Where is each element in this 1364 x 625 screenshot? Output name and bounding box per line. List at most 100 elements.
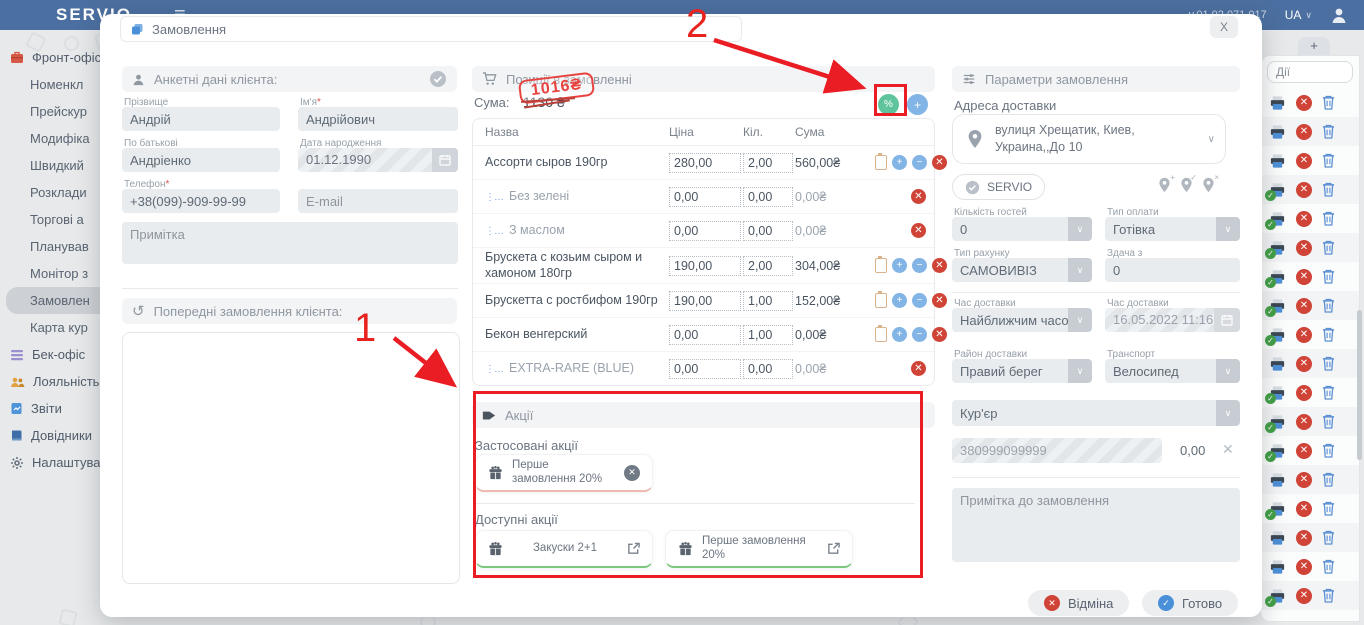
trash-icon[interactable]	[1322, 501, 1335, 516]
remove-row-button[interactable]: ✕	[932, 327, 947, 343]
print-button[interactable]: ✓	[1265, 327, 1286, 346]
edit-address-pin-icon[interactable]: ✓	[1180, 173, 1197, 198]
sidebar-item-monitor[interactable]: Монітор з	[30, 266, 89, 281]
qty-input[interactable]	[743, 358, 793, 379]
trash-icon[interactable]	[1322, 588, 1335, 603]
increase-qty-button[interactable]: +	[892, 327, 907, 343]
sidebar-item-loyalty[interactable]: Лояльність	[0, 368, 118, 395]
cancel-order-icon[interactable]: ✕	[1296, 471, 1312, 488]
remove-row-button[interactable]: ✕	[911, 189, 926, 204]
print-button[interactable]	[1269, 124, 1286, 140]
print-button[interactable]: ✓	[1265, 588, 1286, 607]
cancel-order-icon[interactable]: ✕	[1296, 210, 1312, 227]
print-button[interactable]: ✓	[1265, 443, 1286, 462]
sidebar-item-courier-map[interactable]: Карта кур	[30, 320, 88, 335]
trash-icon[interactable]	[1322, 124, 1335, 139]
qty-input[interactable]	[743, 186, 793, 207]
trash-icon[interactable]	[1322, 211, 1335, 226]
transport-select[interactable]: Велосипед ∨	[1105, 359, 1240, 383]
cancel-order-icon[interactable]: ✕	[1296, 123, 1312, 140]
middle-name-field[interactable]	[122, 148, 280, 172]
sidebar-item-orders-active[interactable]: Замовлен	[6, 287, 114, 314]
sidebar-item-back-office[interactable]: Бек-офіс	[0, 341, 118, 368]
sidebar-item-planning[interactable]: Планував	[30, 239, 89, 254]
remove-row-button[interactable]: ✕	[932, 258, 947, 274]
sidebar-item-settings[interactable]: Налаштува	[0, 449, 118, 476]
sidebar-item-trade[interactable]: Торгові а	[30, 212, 84, 227]
note-clipboard-icon[interactable]	[875, 153, 887, 170]
cancel-order-icon[interactable]: ✕	[1296, 529, 1312, 546]
change-from-field[interactable]	[1105, 258, 1240, 282]
language-selector[interactable]: UA ∨	[1285, 8, 1312, 22]
print-button[interactable]	[1269, 356, 1286, 372]
cancel-order-icon[interactable]: ✕	[1296, 239, 1312, 256]
cancel-order-icon[interactable]: ✕	[1296, 500, 1312, 517]
cancel-order-icon[interactable]: ✕	[1296, 384, 1312, 401]
sidebar-item-quick[interactable]: Швидкий	[30, 158, 84, 173]
price-input[interactable]	[669, 186, 741, 207]
scrollbar-thumb[interactable]	[1357, 310, 1362, 460]
qty-input[interactable]	[743, 152, 793, 173]
print-button[interactable]	[1269, 153, 1286, 169]
remove-row-button[interactable]: ✕	[932, 155, 947, 170]
cancel-order-icon[interactable]: ✕	[1296, 326, 1312, 343]
servio-address-button[interactable]: SERVIO	[952, 174, 1046, 200]
discount-percent-button[interactable]: %	[878, 94, 899, 115]
close-modal-button[interactable]: X	[1210, 16, 1238, 38]
available-promo-card[interactable]: Перше замовлення 20%	[665, 530, 853, 568]
cancel-order-icon[interactable]: ✕	[1296, 558, 1312, 575]
price-input[interactable]	[669, 152, 741, 173]
guests-select[interactable]: 0 ∨	[952, 217, 1092, 241]
price-input[interactable]	[669, 290, 741, 311]
print-button[interactable]	[1269, 472, 1286, 488]
open-promo-icon[interactable]	[627, 542, 640, 555]
open-promo-icon[interactable]	[827, 542, 840, 555]
trash-icon[interactable]	[1322, 443, 1335, 458]
print-button[interactable]: ✓	[1265, 182, 1286, 201]
print-button[interactable]: ✓	[1265, 211, 1286, 230]
phone-field[interactable]	[122, 189, 280, 213]
print-button[interactable]: ✓	[1265, 240, 1286, 259]
district-select[interactable]: Правий берег ∨	[952, 359, 1092, 383]
trash-icon[interactable]	[1322, 327, 1335, 342]
trash-icon[interactable]	[1322, 298, 1335, 313]
print-button[interactable]	[1269, 559, 1286, 575]
add-position-button[interactable]: +	[907, 94, 928, 115]
sidebar-item-modifiers[interactable]: Модифіка	[30, 131, 90, 146]
cancel-order-icon[interactable]: ✕	[1296, 355, 1312, 372]
price-input[interactable]	[669, 358, 741, 379]
print-button[interactable]: ✓	[1265, 385, 1286, 404]
price-input[interactable]	[669, 324, 741, 345]
trash-icon[interactable]	[1322, 95, 1335, 110]
qty-input[interactable]	[743, 290, 793, 311]
cancel-order-icon[interactable]: ✕	[1296, 413, 1312, 430]
courier-select[interactable]: Кур'єр ∨	[952, 400, 1240, 426]
delete-address-pin-icon[interactable]: ×	[1202, 173, 1219, 198]
trash-icon[interactable]	[1322, 559, 1335, 574]
note-clipboard-icon[interactable]	[875, 291, 887, 309]
sidebar-item-reports[interactable]: Звіти	[0, 395, 118, 422]
qty-input[interactable]	[743, 220, 793, 241]
available-promo-card[interactable]: Закуски 2+1	[475, 530, 653, 568]
customer-note-field[interactable]	[122, 222, 458, 264]
trash-icon[interactable]	[1322, 269, 1335, 284]
first-name-field[interactable]	[298, 107, 458, 131]
sidebar-item-pricelist[interactable]: Прейскур	[30, 104, 87, 119]
last-name-field[interactable]	[122, 107, 280, 131]
qty-input[interactable]	[743, 324, 793, 345]
add-address-pin-icon[interactable]: +	[1158, 173, 1175, 198]
sidebar-item-schedules[interactable]: Розклади	[30, 185, 87, 200]
cancel-order-icon[interactable]: ✕	[1296, 297, 1312, 314]
print-button[interactable]: ✓	[1265, 414, 1286, 433]
birth-date-field[interactable]: 01.12.1990	[298, 148, 458, 172]
sidebar-item-front-office[interactable]: Фронт-офіс	[0, 44, 118, 71]
user-icon[interactable]	[1330, 6, 1348, 24]
print-button[interactable]: ✓	[1265, 501, 1286, 520]
cancel-order-icon[interactable]: ✕	[1296, 181, 1312, 198]
remove-row-button[interactable]: ✕	[932, 293, 947, 309]
print-button[interactable]: ✓	[1265, 269, 1286, 288]
birth-date-calendar-button[interactable]	[432, 148, 458, 172]
delivery-datetime-calendar-button[interactable]	[1214, 308, 1240, 332]
decrease-qty-button[interactable]: −	[912, 155, 927, 170]
sidebar-item-directories[interactable]: Довідники	[0, 422, 118, 449]
